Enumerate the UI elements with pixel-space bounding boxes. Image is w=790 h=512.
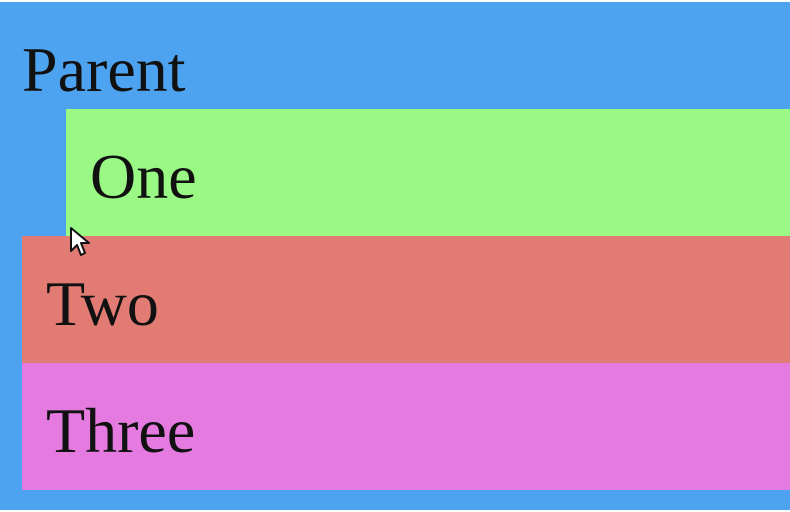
child-box-one: One [66,109,790,236]
child-label-two: Two [46,268,159,339]
parent-label: Parent [22,34,186,105]
child-box-two: Two [22,236,790,363]
child-box-three: Three [22,363,790,490]
child-label-one: One [90,141,197,212]
child-label-three: Three [46,395,196,466]
